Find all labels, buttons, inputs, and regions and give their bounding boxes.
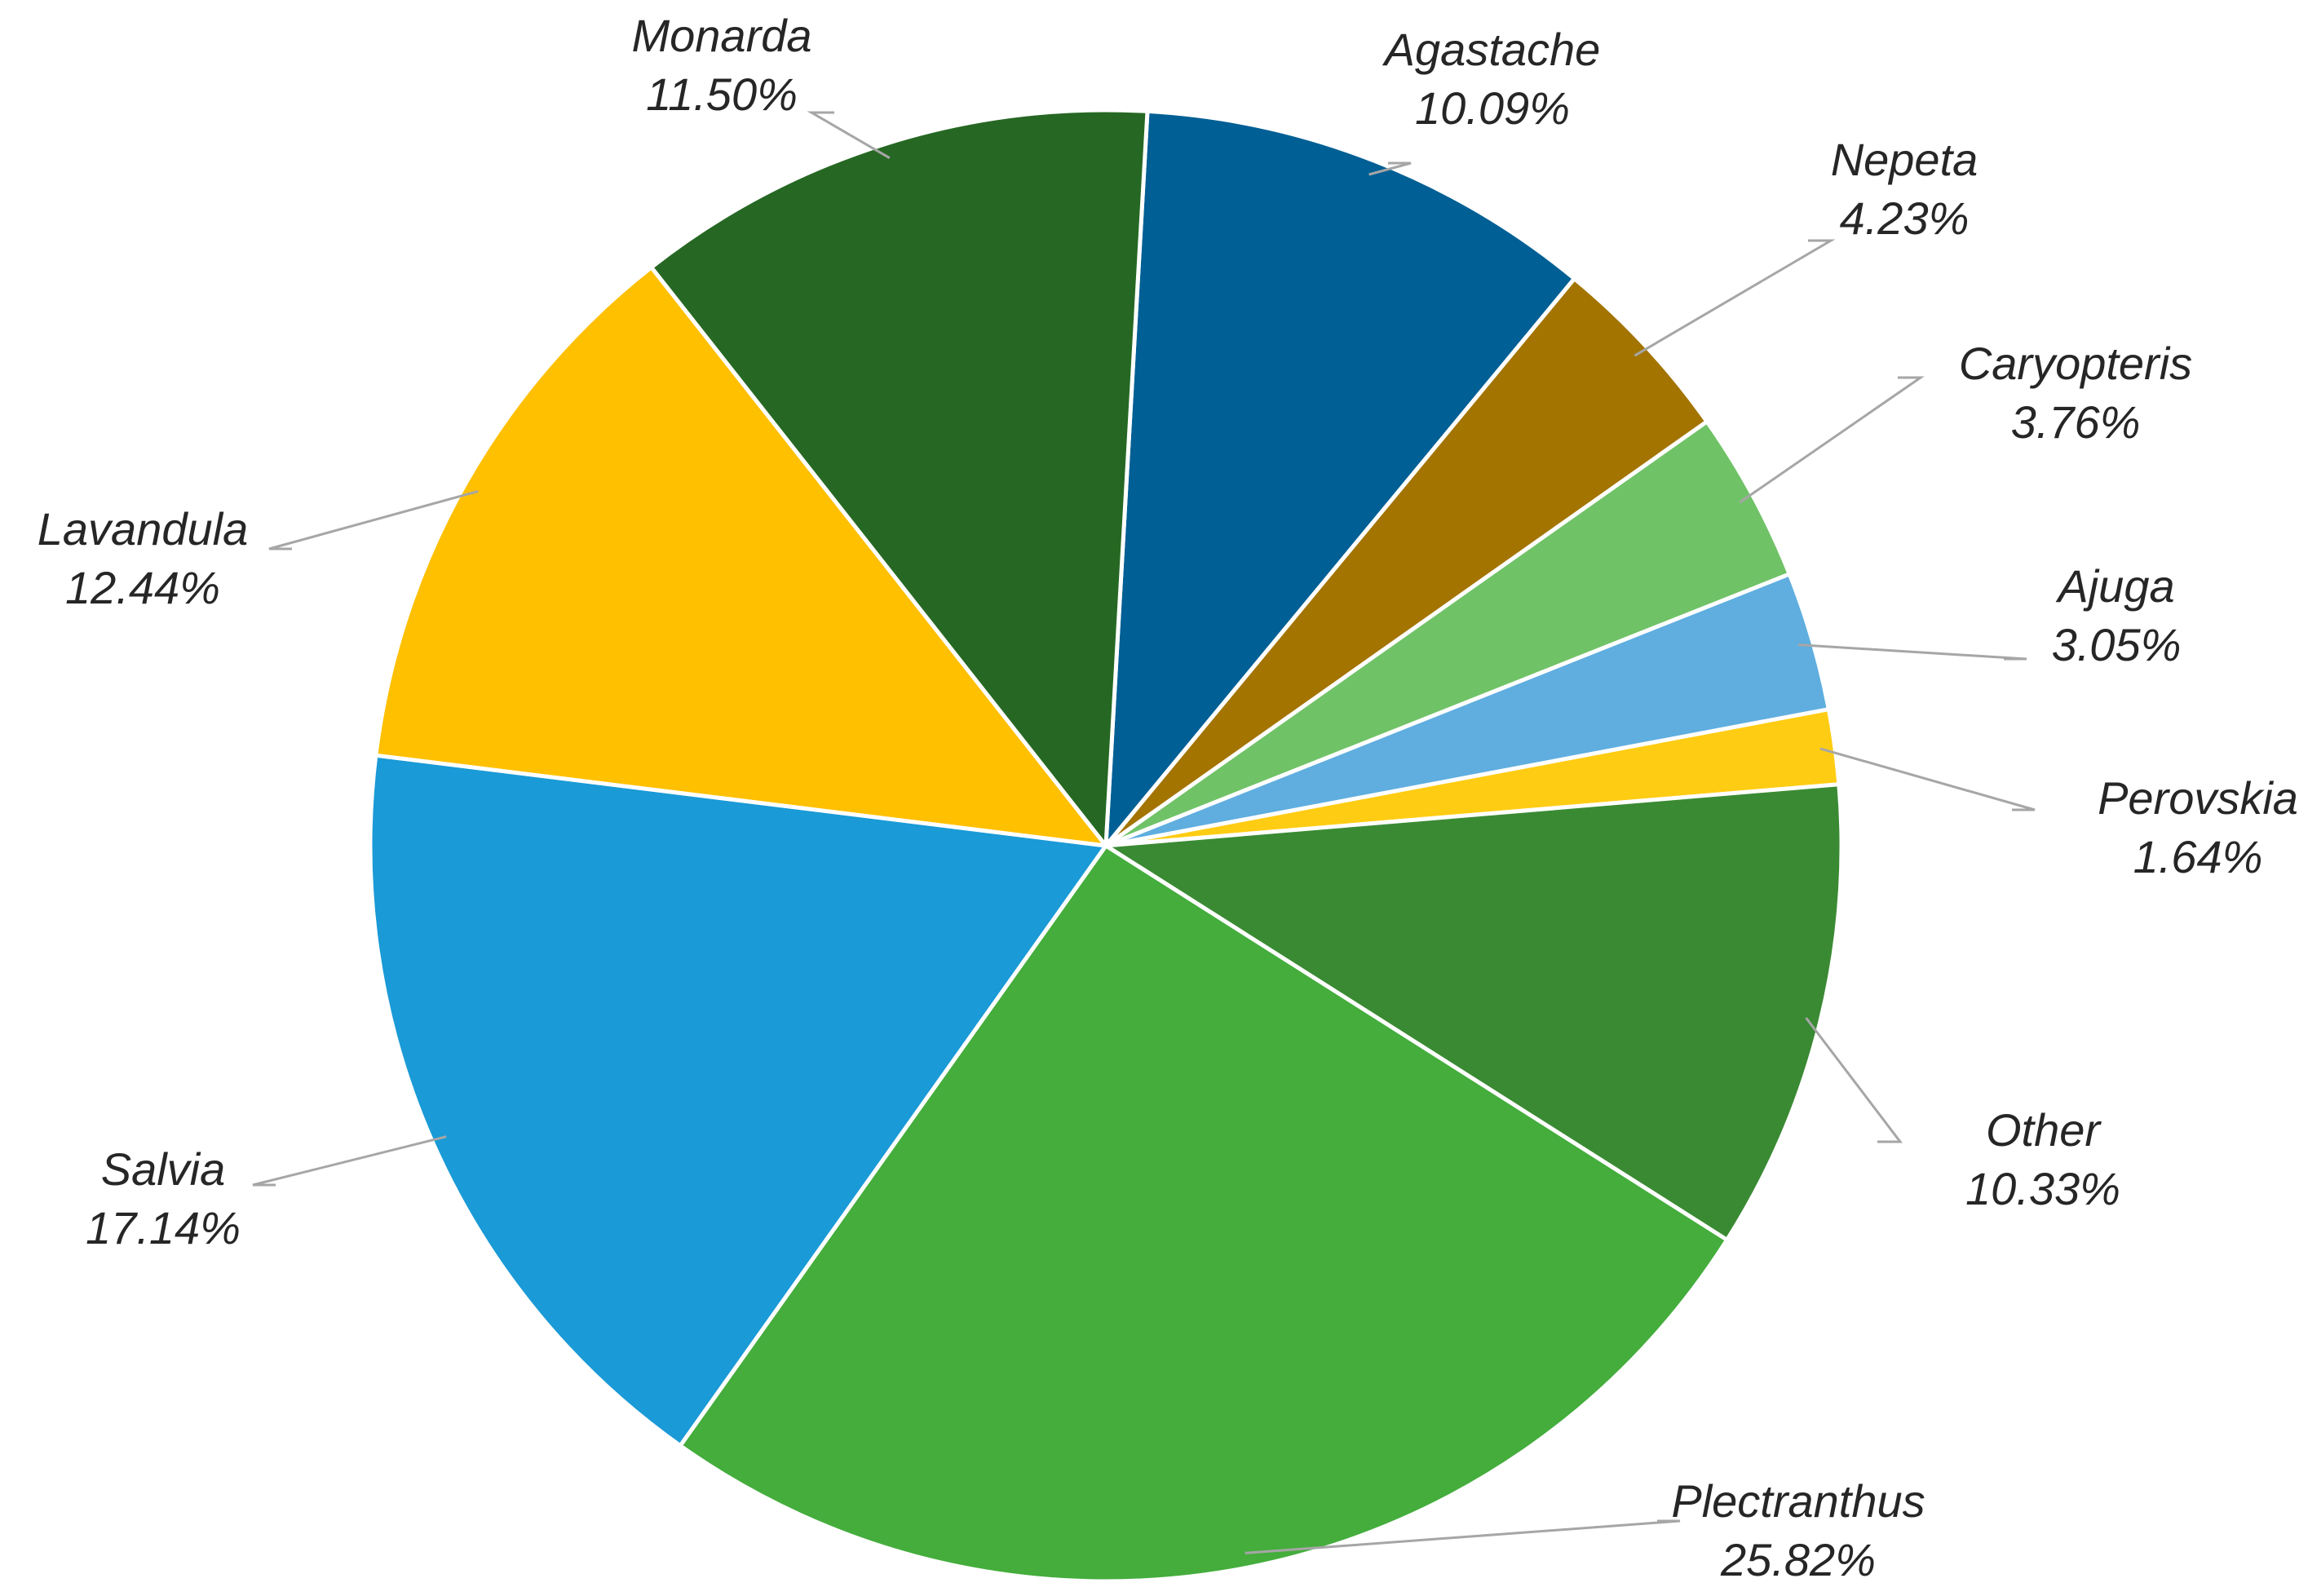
slice-label-perovskia: Perovskia	[2098, 772, 2298, 824]
leader-line-plectranthus	[1245, 1519, 1681, 1554]
pie-slice-salvia	[368, 753, 1108, 1448]
slice-label-salvia: Salvia	[101, 1143, 226, 1195]
pie-slice-lavandula	[374, 265, 1108, 848]
pie-slice-monarda	[649, 108, 1150, 848]
slice-value-label-salvia: 17.14%	[86, 1202, 241, 1253]
pie-slice-nepeta	[1103, 276, 1709, 848]
leader-line-perovskia	[1819, 747, 2036, 811]
slice-labels: Agastache 10.09% Nepeta 4.23% Caryopteris 3.7…	[38, 10, 2298, 1585]
leader-line-other	[1805, 1017, 1903, 1143]
slice-value-label-ajuga: 3.05%	[2052, 619, 2182, 670]
leader-line-ajuga	[1797, 643, 2027, 661]
slice-value-label-plectranthus: 25.82%	[1720, 1534, 1876, 1585]
slice-label-other: Other	[1986, 1104, 2102, 1156]
leader-line-lavandula	[268, 489, 479, 550]
slice-value-label-caryopteris: 3.76%	[2011, 396, 2141, 448]
leader-line-salvia	[252, 1135, 447, 1187]
pie-slice-agastache	[1103, 108, 1577, 848]
slice-label-lavandula: Lavandula	[38, 503, 248, 555]
slice-value-label-agastache: 10.09%	[1415, 82, 1570, 134]
slice-label-nepeta: Nepeta	[1831, 134, 1978, 185]
slice-label-ajuga: Ajuga	[2055, 560, 2174, 612]
slice-value-label-nepeta: 4.23%	[1840, 192, 1970, 244]
slice-label-plectranthus: Plectranthus	[1671, 1475, 1925, 1527]
slice-value-label-perovskia: 1.64%	[2133, 831, 2263, 882]
slice-label-monarda: Monarda	[631, 10, 811, 61]
pie-slices	[368, 108, 1844, 1584]
leader-lines	[252, 111, 2036, 1554]
slice-value-label-monarda: 11.50%	[646, 69, 798, 120]
leader-line-agastache	[1368, 161, 1412, 176]
slice-value-label-lavandula: 12.44%	[65, 562, 220, 613]
slice-label-caryopteris: Caryopteris	[1959, 338, 2192, 389]
slice-label-agastache: Agastache	[1382, 24, 1601, 75]
slice-value-label-other: 10.33%	[1965, 1163, 2120, 1214]
leader-line-nepeta	[1634, 239, 1836, 357]
leader-line-monarda	[807, 111, 891, 159]
leader-line-caryopteris	[1739, 376, 1925, 504]
pie-slice-other	[1103, 782, 1844, 1242]
pie-slice-plectranthus	[678, 843, 1730, 1584]
pie-slice-caryopteris	[1103, 419, 1792, 848]
